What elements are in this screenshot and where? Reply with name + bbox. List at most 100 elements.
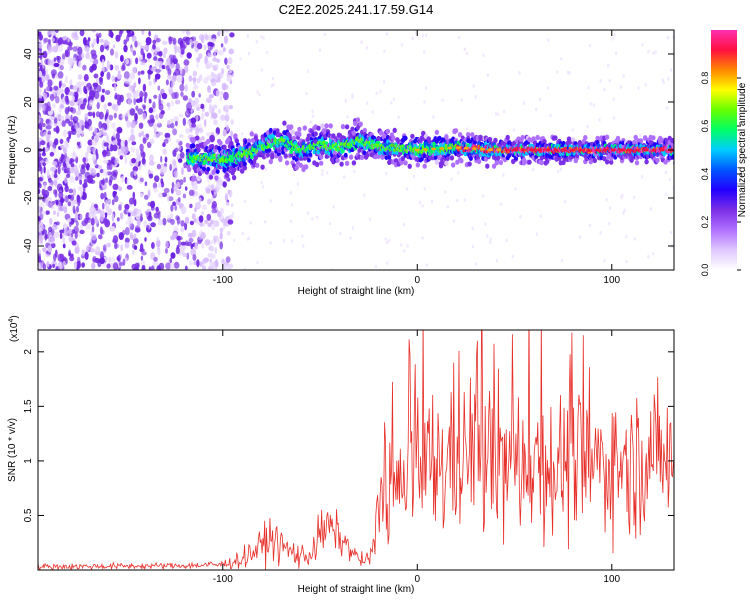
noise-blob bbox=[103, 159, 109, 164]
noise-blob bbox=[152, 43, 156, 50]
ridge-blob bbox=[444, 134, 449, 140]
noise-blob bbox=[185, 36, 191, 46]
noise-blob bbox=[652, 51, 655, 56]
noise-blob bbox=[152, 39, 157, 45]
noise-blob bbox=[637, 86, 640, 90]
noise-blob bbox=[57, 161, 62, 168]
noise-blob bbox=[227, 189, 231, 195]
ridge-peak bbox=[586, 148, 592, 152]
ridge-blob bbox=[192, 175, 197, 181]
noise-blob bbox=[101, 229, 105, 235]
noise-blob bbox=[201, 112, 204, 121]
ridge-blob bbox=[231, 175, 237, 181]
noise-blob bbox=[226, 230, 231, 236]
noise-blob bbox=[209, 42, 215, 47]
noise-blob bbox=[339, 231, 342, 236]
noise-blob bbox=[95, 246, 101, 253]
noise-blob bbox=[559, 167, 563, 172]
noise-blob bbox=[207, 52, 211, 58]
noise-blob bbox=[104, 212, 108, 218]
noise-blob bbox=[146, 224, 150, 231]
noise-blob bbox=[243, 199, 246, 204]
noise-blob bbox=[182, 95, 189, 101]
noise-blob bbox=[486, 73, 489, 77]
noise-blob bbox=[52, 161, 58, 166]
ridge-peak bbox=[496, 148, 502, 152]
noise-blob bbox=[112, 44, 116, 49]
noise-blob bbox=[549, 113, 552, 118]
noise-blob bbox=[53, 231, 60, 238]
noise-blob bbox=[203, 44, 207, 51]
noise-blob bbox=[157, 131, 163, 136]
noise-blob bbox=[173, 232, 176, 238]
noise-blob bbox=[90, 217, 95, 226]
noise-blob bbox=[192, 77, 197, 83]
noise-blob bbox=[180, 44, 186, 52]
noise-blob bbox=[208, 94, 214, 99]
noise-blob bbox=[87, 111, 94, 117]
noise-blob bbox=[76, 128, 82, 135]
noise-blob bbox=[224, 114, 230, 122]
noise-blob bbox=[444, 190, 447, 194]
noise-blob bbox=[130, 47, 134, 53]
noise-blob bbox=[59, 229, 65, 234]
noise-blob bbox=[170, 100, 174, 107]
noise-blob bbox=[112, 183, 119, 190]
ridge-blob bbox=[225, 172, 230, 179]
noise-blob bbox=[53, 117, 58, 124]
noise-blob bbox=[170, 187, 174, 194]
noise-blob bbox=[301, 234, 304, 238]
noise-blob bbox=[560, 57, 563, 61]
noise-blob bbox=[138, 77, 141, 85]
noise-blob bbox=[225, 256, 231, 263]
noise-blob bbox=[125, 257, 128, 263]
noise-blob bbox=[505, 238, 508, 243]
noise-blob bbox=[170, 213, 174, 219]
noise-blob bbox=[126, 120, 131, 129]
noise-blob bbox=[351, 226, 355, 230]
noise-blob bbox=[90, 230, 93, 238]
noise-blob bbox=[158, 262, 165, 270]
noise-blob bbox=[180, 227, 185, 233]
noise-blob bbox=[191, 123, 197, 128]
noise-blob bbox=[201, 136, 205, 141]
noise-blob bbox=[64, 176, 68, 184]
noise-blobs bbox=[38, 30, 674, 270]
noise-blob bbox=[138, 122, 144, 129]
noise-blob bbox=[161, 192, 168, 198]
noise-blob bbox=[178, 133, 184, 138]
noise-blob bbox=[78, 86, 82, 95]
noise-blob bbox=[155, 68, 161, 73]
noise-blob bbox=[57, 166, 61, 175]
noise-blob bbox=[182, 117, 186, 126]
noise-blob bbox=[184, 265, 188, 270]
noise-blob bbox=[66, 161, 70, 169]
noise-blob bbox=[205, 188, 211, 194]
noise-blob bbox=[43, 182, 47, 190]
noise-blob bbox=[125, 58, 129, 65]
noise-blob bbox=[38, 205, 42, 215]
x-tick-label: -100 bbox=[213, 574, 233, 585]
noise-blob bbox=[424, 86, 428, 90]
noise-blob bbox=[247, 236, 251, 240]
noise-blob bbox=[157, 85, 161, 91]
noise-blob bbox=[56, 221, 60, 226]
noise-blob bbox=[135, 214, 141, 221]
noise-blob bbox=[165, 247, 168, 254]
ridge-blob bbox=[231, 167, 237, 173]
noise-blob bbox=[38, 262, 41, 268]
noise-blob bbox=[71, 240, 77, 246]
ridge-blob bbox=[604, 159, 610, 165]
noise-blob bbox=[130, 85, 136, 90]
noise-blob bbox=[215, 89, 220, 97]
spectrogram-x-label: Height of straight line (km) bbox=[298, 286, 415, 297]
ridge-blob bbox=[290, 129, 295, 135]
noise-blob bbox=[140, 70, 145, 75]
spectrogram-marks bbox=[38, 30, 674, 270]
noise-blob bbox=[38, 188, 41, 195]
noise-blob bbox=[474, 95, 477, 99]
ridge-blob bbox=[355, 117, 361, 123]
noise-blob bbox=[123, 44, 128, 53]
noise-blob bbox=[142, 92, 148, 97]
noise-blob bbox=[173, 170, 178, 177]
